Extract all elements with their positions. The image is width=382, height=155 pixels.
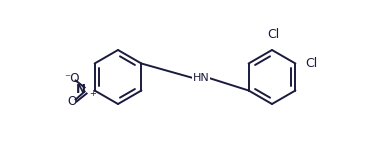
Text: ⁻O: ⁻O	[64, 72, 79, 85]
Text: Cl: Cl	[305, 57, 317, 70]
Text: N: N	[76, 83, 86, 96]
Text: +: +	[90, 89, 97, 98]
Text: O: O	[67, 95, 76, 108]
Text: HN: HN	[193, 73, 209, 83]
Text: Cl: Cl	[267, 28, 279, 41]
